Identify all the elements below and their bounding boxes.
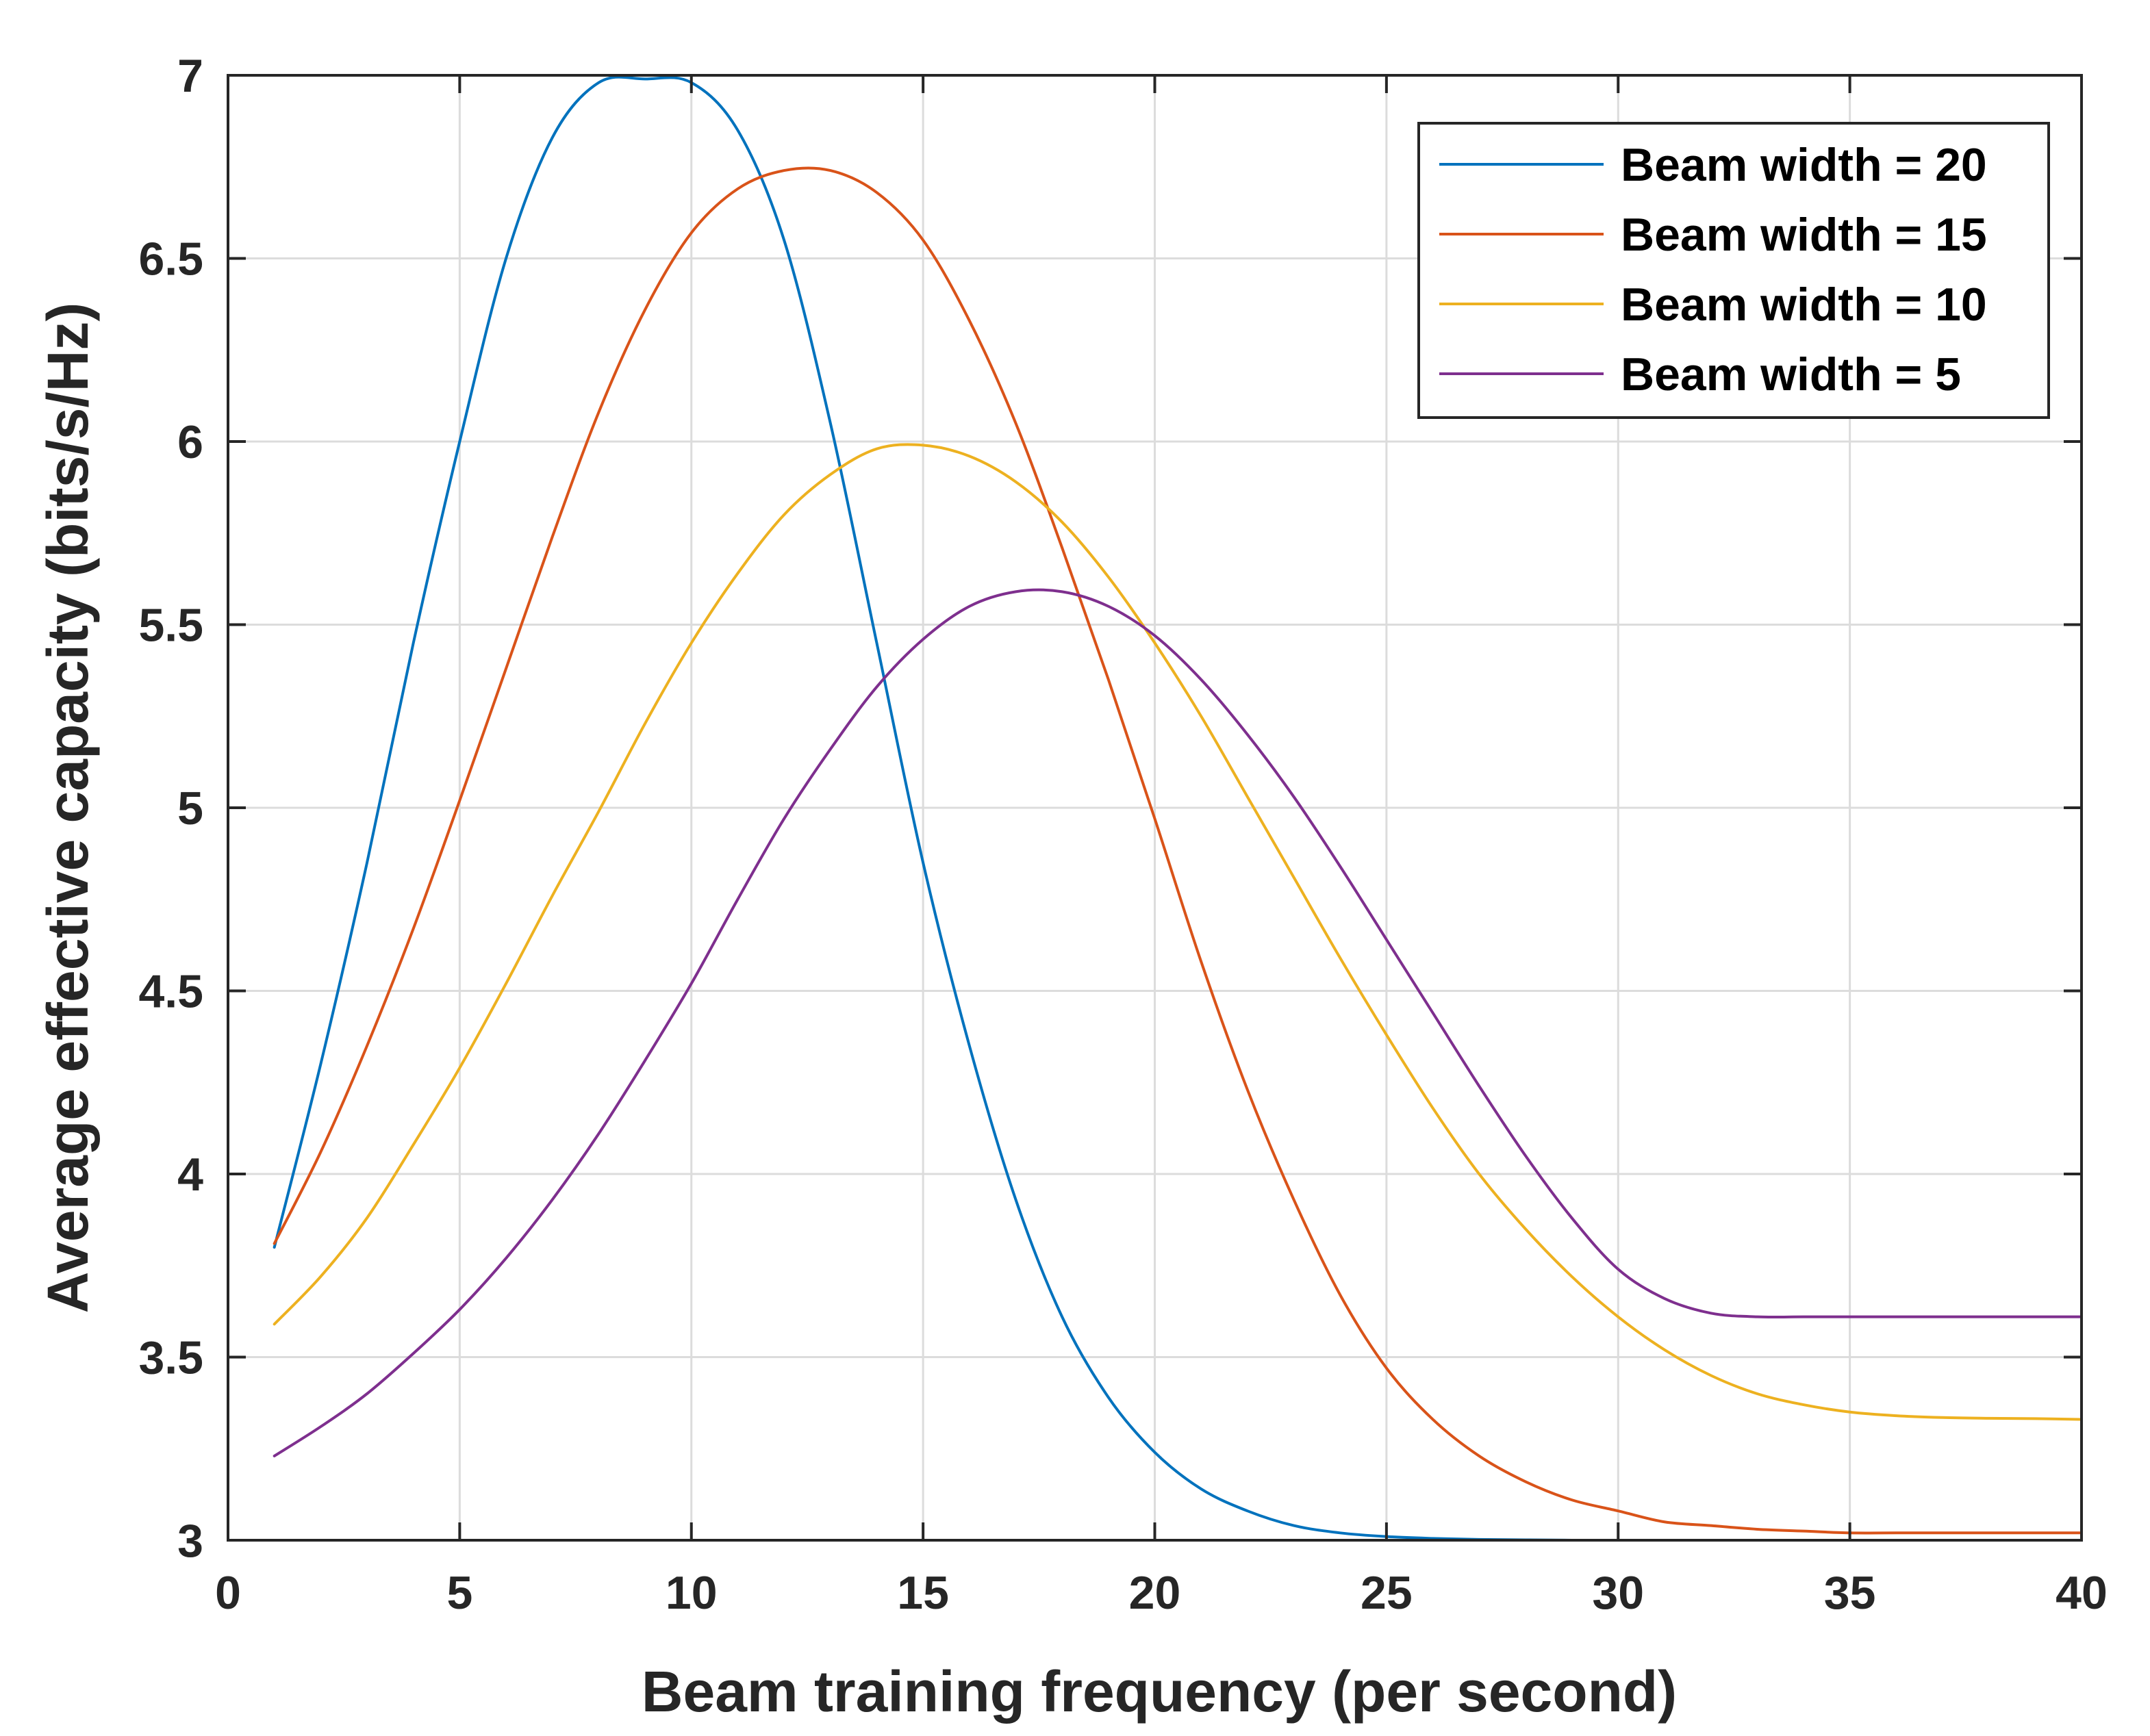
y-axis-tick-labels: 3 3.5 4 4.5 5 5.5 6 6.5 7 (138, 50, 203, 1567)
x-tick-label: 35 (1824, 1567, 1876, 1619)
axis-ticks (227, 74, 2083, 1542)
series-line-4 (273, 588, 2083, 1457)
y-tick-label: 3 (177, 1515, 203, 1567)
series-line-2 (273, 166, 2083, 1535)
y-tick-label: 6.5 (138, 233, 203, 285)
legend: Beam width = 20 Beam width = 15 Beam width… (1417, 122, 2050, 419)
y-tick-label: 6 (177, 416, 203, 468)
x-tick-label: 30 (1592, 1567, 1644, 1619)
y-tick-label: 7 (177, 50, 203, 102)
x-tick-label: 20 (1129, 1567, 1181, 1619)
x-axis-tick-labels: 0 5 10 15 20 25 30 35 40 (215, 1567, 2108, 1619)
x-axis-title: Beam training frequency (per second) (642, 1659, 1677, 1724)
series-line-3 (273, 443, 2083, 1421)
x-tick-label: 10 (666, 1567, 718, 1619)
x-tick-label: 5 (446, 1567, 472, 1619)
x-tick-label: 15 (897, 1567, 949, 1619)
x-tick-label: 0 (215, 1567, 241, 1619)
y-tick-label: 5.5 (138, 600, 203, 652)
y-tick-label: 4.5 (138, 966, 203, 1018)
legend-label-1: Beam width = 20 (1621, 139, 1987, 191)
legend-label-3: Beam width = 10 (1621, 279, 1987, 331)
y-tick-label: 5 (177, 782, 203, 834)
y-tick-label: 4 (177, 1149, 203, 1201)
x-tick-label: 25 (1361, 1567, 1413, 1619)
legend-box (1417, 122, 2050, 419)
y-tick-label: 3.5 (138, 1332, 203, 1384)
legend-label-2: Beam width = 15 (1621, 209, 1987, 261)
legend-label-4: Beam width = 5 (1621, 348, 1961, 400)
x-tick-label: 40 (2056, 1567, 2108, 1619)
y-axis-title: Average effective capacity (bits/s/Hz) (36, 303, 100, 1314)
